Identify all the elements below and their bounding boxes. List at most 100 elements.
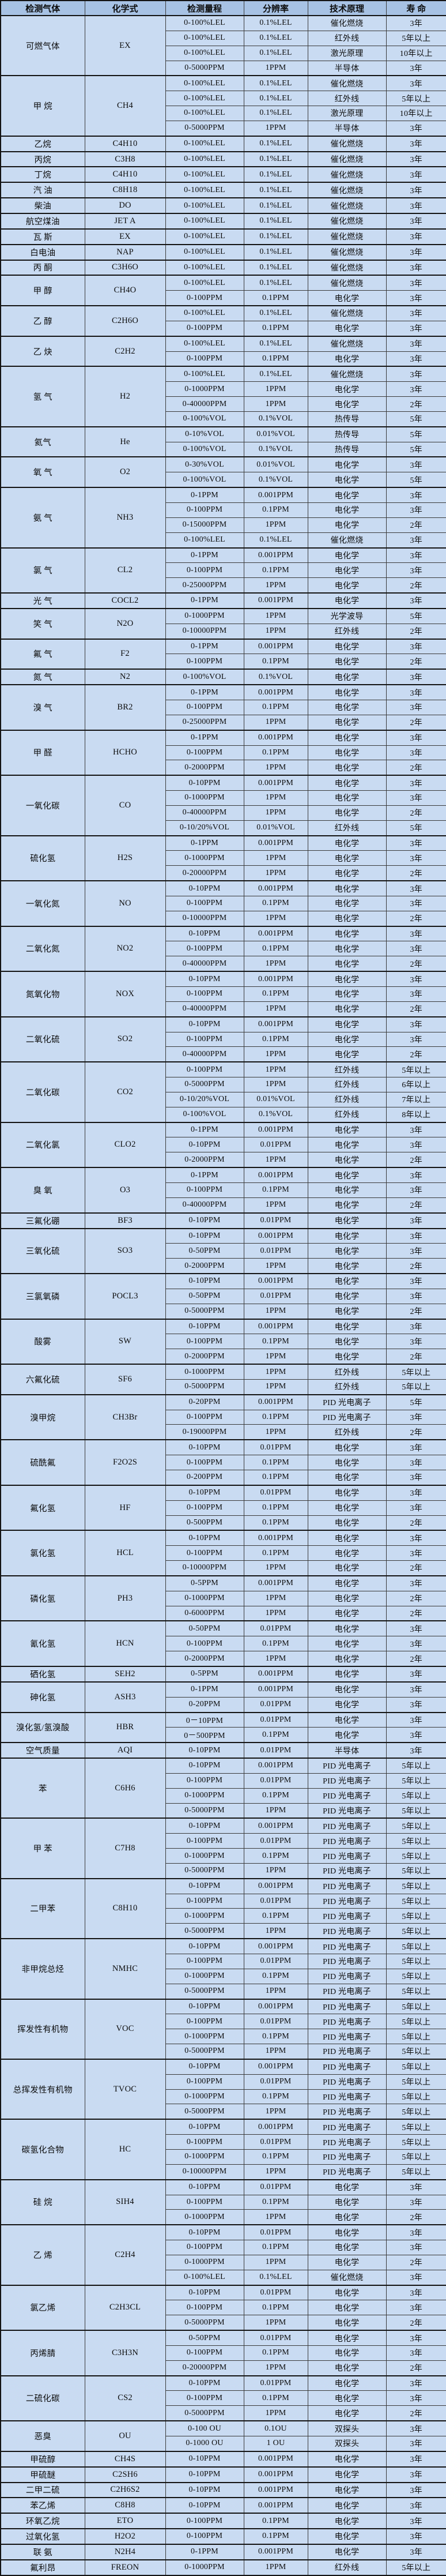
resolution-cell: 0.1%LEL [243, 243, 308, 260]
range-cell: 0-100%LEL [165, 532, 244, 549]
range-cell: 0-100PPM [165, 941, 244, 957]
range-cell: 0-100%LEL [165, 45, 244, 61]
principle-cell: 电化学 [307, 2481, 387, 2498]
formula-cell: HCL [84, 1530, 166, 1576]
lifespan-cell: 7年以上 [385, 1091, 446, 1107]
gas-name-cell: 乙烷 [0, 135, 85, 152]
formula-cell: CL2 [84, 547, 166, 594]
range-cell: 0-10PPM [165, 2450, 244, 2468]
range-cell: 0－10PPM [165, 1711, 244, 1728]
principle-cell: 热传导 [307, 411, 387, 427]
lifespan-cell: 3年 [385, 381, 446, 397]
range-cell: 0-50PPM [165, 1288, 244, 1304]
principle-cell: 电化学 [307, 2254, 387, 2270]
resolution-cell: 0.001PPM [243, 1227, 308, 1244]
gas-name-cell: 氨 气 [0, 487, 85, 549]
principle-cell: 电化学 [307, 925, 387, 942]
principle-cell: 催化燃烧 [307, 135, 387, 152]
principle-cell: 电化学 [307, 835, 387, 851]
lifespan-cell: 5年以上 [385, 1818, 446, 1834]
resolution-cell: 0.1%VOL [243, 669, 308, 685]
lifespan-cell: 5年 [385, 607, 446, 624]
lifespan-cell: 3年 [385, 971, 446, 987]
lifespan-cell: 3年 [385, 1227, 446, 1244]
resolution-cell: 0.1%LEL [243, 14, 308, 31]
formula-cell: F2O2S [84, 1439, 166, 1486]
resolution-cell: 1PPM [243, 381, 308, 397]
table-row: 0-1000PPM 0.1PPM PID 光电离子 5年以上 [1, 1908, 446, 1924]
lifespan-cell: 3年 [385, 1016, 446, 1032]
resolution-cell: 1PPM [243, 1303, 308, 1320]
table-row: 光 气 COCL2 0-1PPM 0.001PPM 电化学 3年 [0, 592, 446, 609]
table-row: 氯乙烯 C2H3CL 0-10PPM 0.01PPM 电化学 3年 [0, 2284, 446, 2331]
range-cell: 0-100PPM [165, 986, 244, 1002]
table-row: 0-100%LEL 0.1%LEL 红外线 5年以上 [1, 30, 446, 46]
range-cell: 0-100%LEL [165, 30, 244, 46]
table-row: 0-100PPM 0.1PPM 电化学 3年 [1, 1636, 446, 1652]
lifespan-cell: 3年 [385, 532, 446, 549]
table-row: 0-1000PPM 0.1PPM PID 光电离子 5年以上 [1, 2089, 446, 2105]
principle-cell: 电化学 [307, 2330, 387, 2346]
resolution-cell: 0.1%VOL [243, 1106, 308, 1123]
principle-cell: 电化学 [307, 1439, 387, 1456]
table-row: 苯 C6H6 0-10PPM 0.001PPM PID 光电离子 5年以上 [0, 1758, 446, 1819]
principle-cell: 催化燃烧 [307, 2269, 387, 2286]
table-row: 氟化氢 HF 0-10PPM 0.01PPM 电化学 3年 [0, 1484, 446, 1531]
gas-name-cell: 甲硫醇 [0, 2450, 85, 2468]
principle-cell: 电化学 [307, 2497, 387, 2514]
principle-cell: 电化学 [307, 1545, 387, 1561]
formula-cell: CH3Br [84, 1394, 166, 1440]
range-cell: 0-100PPM [165, 2345, 244, 2361]
range-cell: 0-10PPM [165, 2466, 244, 2483]
resolution-cell: 0.1PPM [243, 1469, 308, 1486]
gas-name-cell: 氢 气 [0, 366, 85, 427]
resolution-cell: 0.1PPM [243, 745, 308, 761]
resolution-cell: 0.1PPM [243, 1334, 308, 1350]
principle-cell: 红外线 [307, 1061, 387, 1078]
range-cell: 0-10/20%VOL [165, 820, 244, 836]
principle-cell: 电化学 [307, 775, 387, 791]
resolution-cell: 0.001PPM [243, 775, 308, 791]
gas-name-cell: 三氧化硫 [0, 1227, 85, 1274]
formula-cell: C4H10 [84, 166, 166, 183]
resolution-cell: 0.001PPM [243, 1273, 308, 1289]
principle-cell: 电化学 [307, 790, 387, 806]
resolution-cell: 0.001PPM [243, 729, 308, 746]
principle-cell: 电化学 [307, 2390, 387, 2406]
lifespan-cell: 3年 [385, 1167, 446, 1183]
range-cell: 0-10000PPM [165, 1560, 244, 1576]
lifespan-cell: 3年 [385, 745, 446, 761]
resolution-cell: 0.1%LEL [243, 151, 308, 167]
lifespan-cell: 3年 [385, 366, 446, 382]
resolution-cell: 0.001PPM [243, 880, 308, 896]
principle-cell: 红外线 [307, 1364, 387, 1380]
table-row: 0-100PPM 0.1PPM 电化学 3年 [1, 320, 446, 337]
lifespan-cell: 3年 [385, 2481, 446, 2498]
table-row: 0-5000PPM 1PPM 电化学 2年 [1, 1303, 446, 1320]
range-cell: 0-5000PPM [165, 1379, 244, 1395]
range-cell: 0-100%VOL [165, 669, 244, 685]
principle-cell: 电化学 [307, 1469, 387, 1486]
gas-name-cell: 联 氨 [0, 2543, 85, 2560]
formula-cell: NAP [84, 243, 166, 260]
lifespan-cell: 8年以上 [385, 1106, 446, 1123]
range-cell: 0-10PPM [165, 1273, 244, 1289]
range-cell: 0-100%LEL [165, 135, 244, 152]
formula-cell: POCL3 [84, 1273, 166, 1320]
lifespan-cell: 10年以上 [385, 45, 446, 61]
range-cell: 0-10PPM [165, 1137, 244, 1153]
table-row: 0-100PPM 0.1PPM 电化学 3年 [1, 562, 446, 579]
range-cell: 0-1000PPM [165, 1968, 244, 1984]
range-cell: 0-25000PPM [165, 714, 244, 731]
lifespan-cell: 2年 [385, 517, 446, 533]
range-cell: 0-10PPM [165, 2375, 244, 2391]
lifespan-cell: 3年 [385, 2194, 446, 2210]
principle-cell: 催化燃烧 [307, 212, 387, 230]
resolution-cell: 1PPM [243, 1923, 308, 1939]
lifespan-cell: 2年 [385, 1001, 446, 1017]
resolution-cell: 1PPM [243, 1364, 308, 1380]
range-cell: 0-10PPM [165, 1016, 244, 1032]
principle-cell: 电化学 [307, 1349, 387, 1365]
principle-cell: 电化学 [307, 638, 387, 655]
resolution-cell: 1PPM [243, 956, 308, 972]
